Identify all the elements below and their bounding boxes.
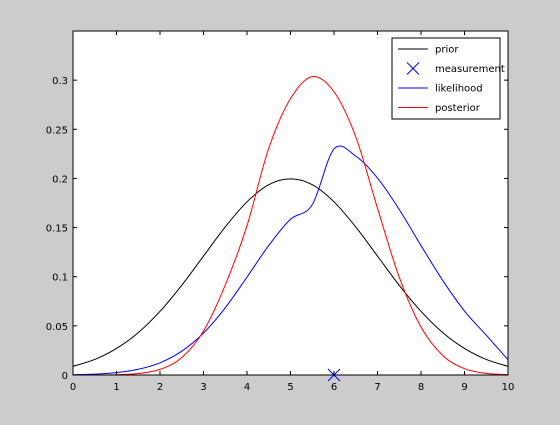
legend-item-prior: prior <box>398 45 459 56</box>
likelihood-curve <box>72 145 509 376</box>
y-tick-label: 0 <box>62 371 68 382</box>
x-tick-label: 9 <box>461 382 467 393</box>
x-tick-label: 6 <box>331 382 337 393</box>
legend-label: prior <box>435 45 459 56</box>
prior-curve <box>72 178 509 367</box>
posterior-curve <box>72 76 509 376</box>
legend-item-likelihood: likelihood <box>398 84 483 95</box>
y-axis: 0 0.05 0.1 0.15 0.2 0.25 0.3 <box>46 76 508 382</box>
legend: prior measurement likelihood posterior <box>391 37 505 120</box>
x-axis: 0 1 2 3 4 5 6 7 8 9 10 <box>70 31 515 393</box>
x-tick-label: 7 <box>374 382 380 393</box>
legend-box <box>391 37 501 120</box>
legend-item-posterior: posterior <box>398 103 481 114</box>
y-tick-label: 0.25 <box>46 125 68 136</box>
y-tick-label: 0.15 <box>46 224 68 235</box>
legend-label: likelihood <box>435 84 483 95</box>
x-tick-label: 3 <box>200 382 206 393</box>
legend-label: measurement <box>435 64 505 75</box>
legend-swatch-x-icon <box>406 62 420 75</box>
x-tick-label: 5 <box>287 382 293 393</box>
y-tick-label: 0.3 <box>52 76 68 87</box>
legend-item-measurement: measurement <box>406 62 505 75</box>
x-tick-label: 4 <box>244 382 250 393</box>
x-tick-label: 2 <box>157 382 163 393</box>
y-tick-label: 0.2 <box>52 174 68 185</box>
y-tick-label: 0.1 <box>52 273 68 284</box>
series-layer <box>72 76 509 382</box>
x-tick-label: 0 <box>70 382 76 393</box>
legend-label: posterior <box>435 103 481 114</box>
x-tick-label: 10 <box>502 382 515 393</box>
x-tick-label: 8 <box>418 382 424 393</box>
x-tick-label: 1 <box>113 382 119 393</box>
y-tick-label: 0.05 <box>46 322 68 333</box>
